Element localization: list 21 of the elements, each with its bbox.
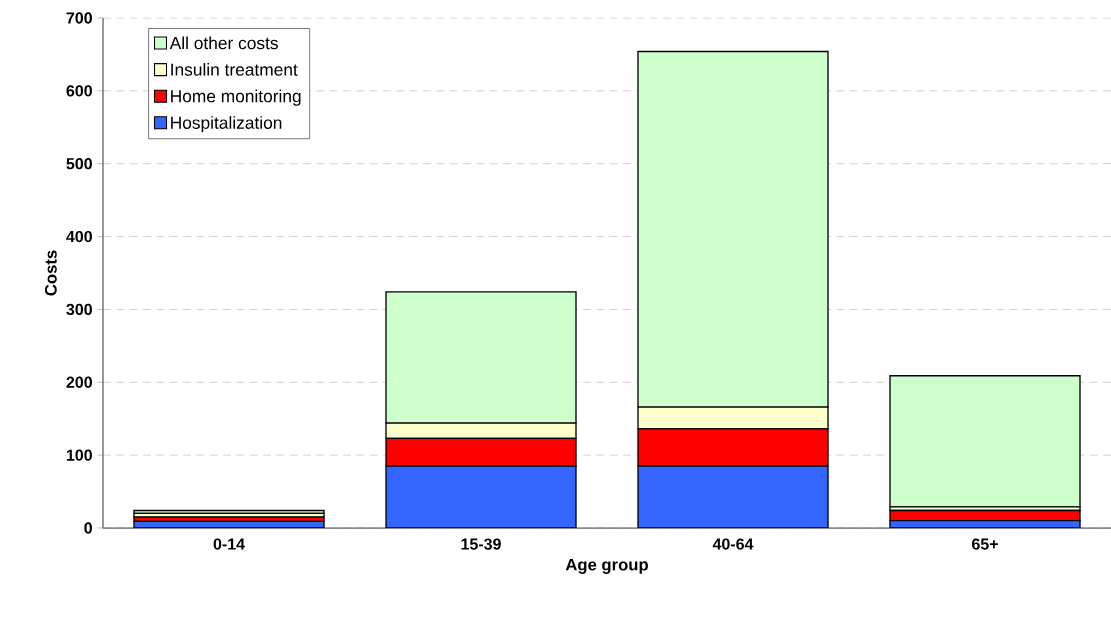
y-tick-label: 0 [84, 522, 92, 534]
legend-label: All other costs [169, 36, 278, 50]
legend-label: Insulin treatment [171, 63, 298, 76]
y-tick-label: 100 [66, 449, 92, 461]
x-tick-label: 0-14 [213, 538, 245, 550]
y-tick-label: 500 [66, 158, 92, 170]
bar [637, 465, 829, 528]
bar [385, 465, 577, 528]
bar [889, 375, 1081, 508]
legend-label: Hospitalization [171, 116, 282, 133]
y-tick-label: 400 [66, 230, 92, 243]
x-tick-label: 15-39 [461, 538, 501, 550]
y-tick-label: 200 [66, 376, 92, 388]
x-axis-title: Age group [565, 558, 648, 574]
y-tick-label: 300 [66, 303, 92, 316]
legend-label: Home monitoring [171, 89, 301, 106]
y-tick-label: 700 [66, 12, 92, 24]
x-tick-label: 65+ [972, 538, 998, 550]
y-tick-label: 600 [66, 85, 92, 97]
y-axis-title: Costs [44, 250, 57, 296]
x-tick-label: 40-64 [712, 538, 754, 550]
